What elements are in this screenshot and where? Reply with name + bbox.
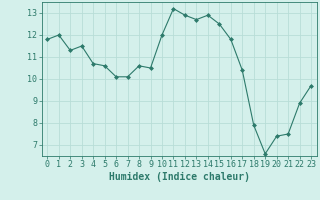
X-axis label: Humidex (Indice chaleur): Humidex (Indice chaleur) [109, 172, 250, 182]
